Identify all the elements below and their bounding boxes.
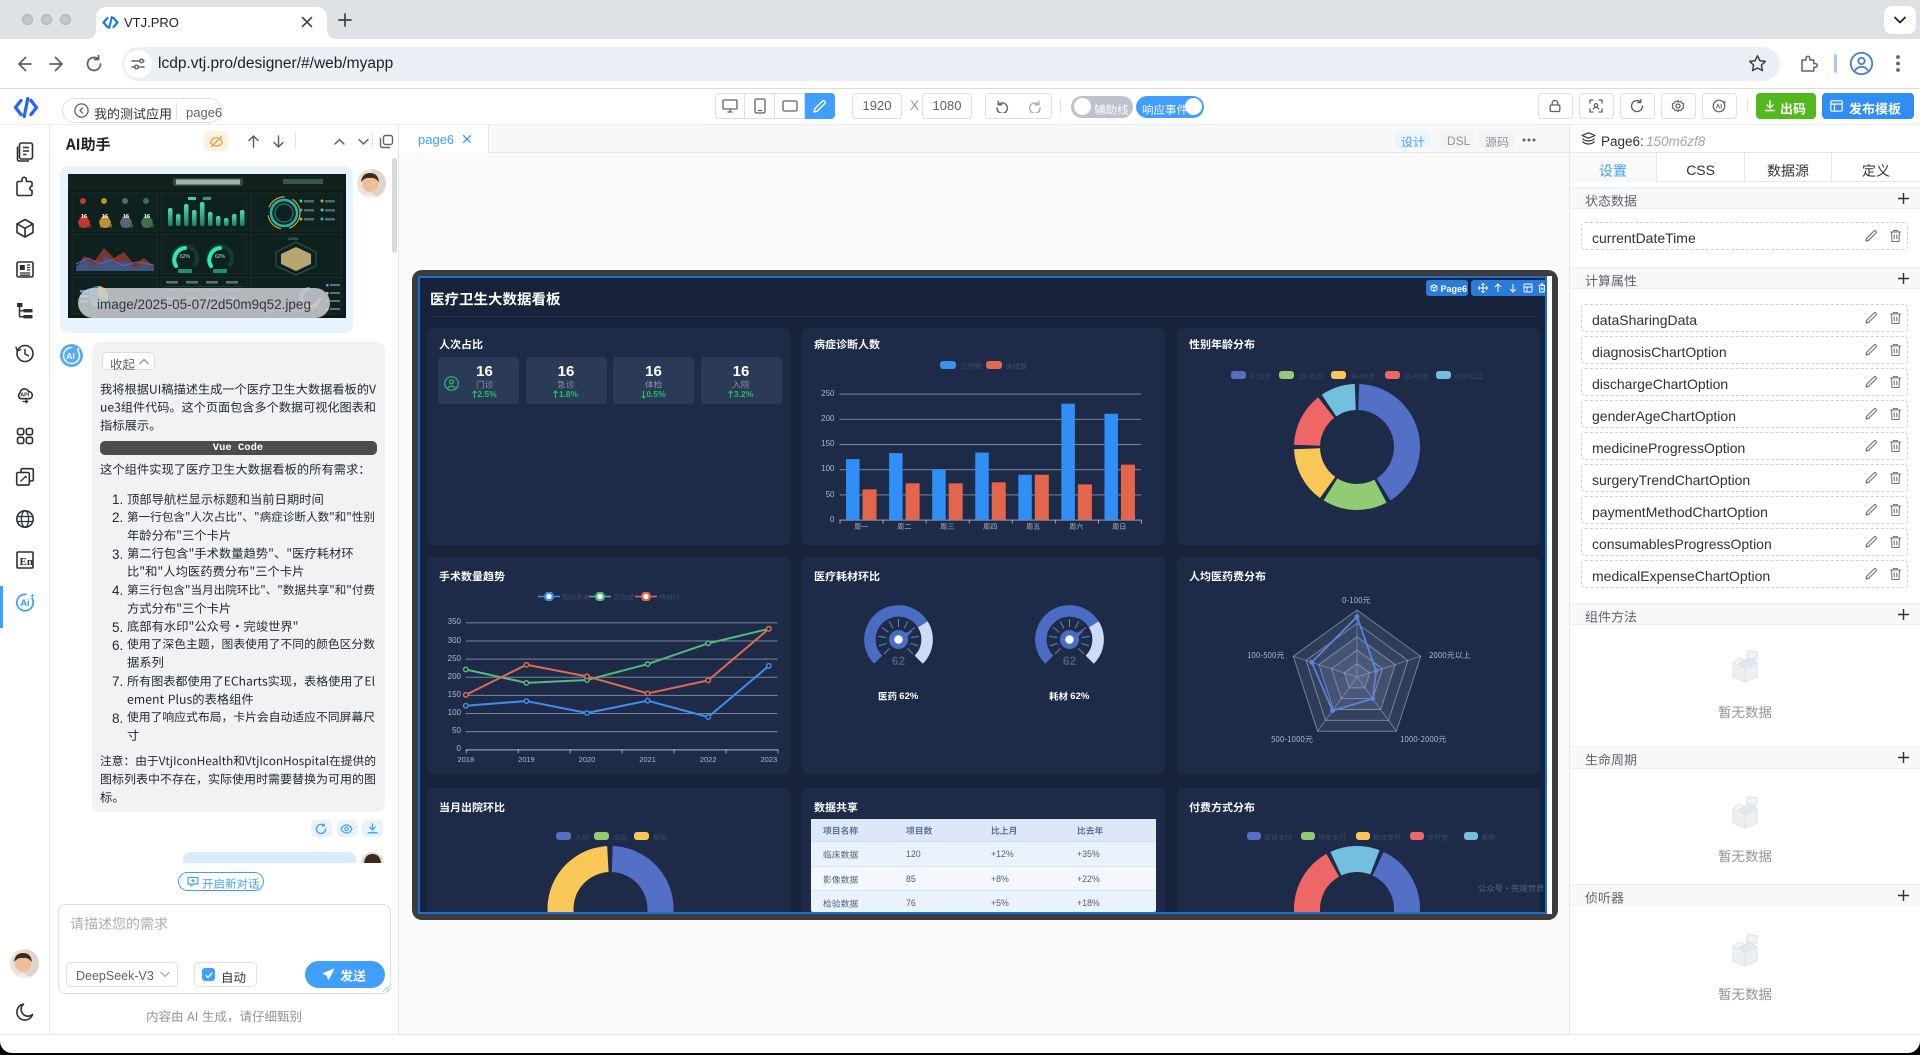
svg-text:Ai: Ai (20, 598, 30, 609)
svg-text:16: 16 (123, 214, 129, 220)
svg-text:62%: 62% (180, 254, 191, 260)
svg-text:En: En (20, 556, 33, 568)
svg-text:62%: 62% (215, 254, 226, 260)
svg-text:AI: AI (66, 351, 75, 361)
svg-text:100%: 100% (288, 236, 299, 241)
svg-text:API: API (20, 393, 29, 399)
svg-text:16: 16 (81, 214, 87, 220)
svg-text:16: 16 (102, 214, 108, 220)
svg-text:16: 16 (144, 214, 150, 220)
svg-text:AI: AI (1716, 104, 1723, 111)
